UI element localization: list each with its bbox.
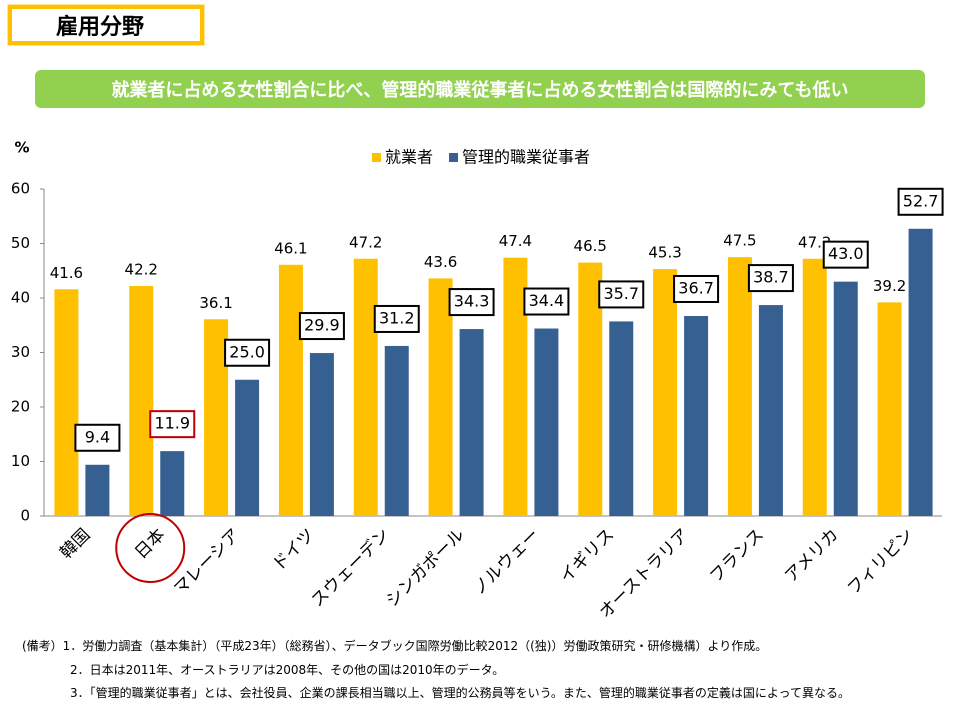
value-label: 43.6 [424, 253, 457, 271]
x-tick-label: 韓国 [56, 525, 94, 563]
bar [54, 289, 79, 516]
value-label-box [373, 304, 420, 333]
bar [428, 278, 453, 516]
value-label: 41.6 [50, 264, 83, 282]
x-tick-label: スウェーデン [307, 524, 394, 611]
bar [278, 264, 303, 516]
value-label: 43.0 [828, 244, 864, 263]
value-label: 34.4 [529, 291, 565, 310]
legend-label: 管理的職業従事者 [462, 148, 590, 167]
value-label: 39.2 [873, 277, 906, 295]
x-tick-label: イギリス [556, 525, 618, 587]
bar [609, 321, 634, 516]
legend-swatch [372, 153, 381, 162]
section-title: 雇用分野 [7, 4, 205, 46]
bar [802, 258, 827, 516]
value-label-box [673, 274, 720, 303]
legend-swatch [449, 153, 459, 162]
x-tick-label: 日本 [131, 525, 169, 563]
value-label: 47.4 [499, 232, 532, 250]
bar [459, 329, 484, 516]
y-tick-label: 10 [11, 452, 30, 470]
x-tick-label: シンガポール [382, 525, 468, 611]
value-label: 46.1 [274, 239, 307, 257]
value-label-box [149, 410, 196, 439]
value-label-box [224, 338, 271, 367]
value-label-box [897, 187, 944, 216]
x-tick-label: ドイツ [269, 525, 319, 575]
value-label: 42.2 [125, 261, 158, 279]
bar [503, 257, 528, 516]
bar [85, 464, 110, 516]
highlight-circle [115, 513, 186, 583]
y-tick-label: 50 [11, 234, 30, 252]
bar [309, 353, 334, 516]
note: 2．日本は2011年、オーストラリアは2008年、その他の国は2010年のデータ… [70, 662, 505, 677]
bar [160, 451, 185, 516]
value-label-box [747, 264, 794, 293]
value-label: 46.5 [574, 237, 607, 255]
subtitle: 就業者に占める女性割合に比べ、管理的職業従事者に占める女性割合は国際的にみても低… [35, 70, 925, 108]
value-label: 31.2 [379, 308, 415, 327]
y-tick-label: 0 [20, 507, 30, 525]
bar [758, 305, 783, 516]
bar [353, 258, 378, 516]
legend-label: 就業者 [385, 148, 433, 167]
value-label: 35.7 [603, 284, 639, 303]
y-tick-label: 40 [11, 289, 30, 307]
bar [727, 257, 752, 516]
value-label: 25.0 [229, 342, 265, 361]
x-tick-label: フィリピン [844, 525, 918, 599]
value-label: 47.5 [723, 232, 756, 250]
value-label-box [298, 312, 345, 341]
value-label: 36.1 [199, 294, 232, 312]
value-label: 52.7 [903, 191, 939, 210]
bar [877, 302, 902, 516]
value-label-box [523, 287, 570, 316]
bar [833, 281, 858, 516]
value-label-box [448, 288, 495, 317]
bar [235, 379, 260, 516]
y-tick-label: 30 [11, 343, 30, 361]
y-tick-label: 20 [11, 398, 30, 416]
value-label: 45.3 [648, 244, 681, 262]
chart: % 0 10 20 30 40 50 60 就業者 管理的職業従事者 41.6 9.4 韓国 42.2 1… [11, 139, 944, 623]
value-label: 29.9 [304, 316, 340, 335]
value-label: 36.7 [678, 278, 714, 297]
bar [908, 228, 933, 516]
value-label: 47.2 [349, 233, 382, 251]
y-tick-label: 60 [11, 180, 30, 198]
value-label-box [74, 423, 121, 452]
y-axis-label: % [14, 139, 29, 157]
value-label: 9.4 [85, 427, 110, 446]
bar [384, 345, 409, 516]
note: (備考）1．労働力調査（基本集計）（平成23年）（総務省）、データブック国際労働… [22, 639, 768, 653]
value-label: 34.3 [454, 292, 490, 311]
notes: (備考）1．労働力調査（基本集計）（平成23年）（総務省）、データブック国際労働… [22, 635, 850, 706]
bar [653, 269, 678, 516]
value-label: 11.9 [154, 414, 190, 433]
bar [129, 286, 154, 516]
value-label: 38.7 [753, 268, 789, 287]
note: 3．「管理的職業従事者」とは、会社役員、企業の課長相当職以上、管理的公務員等をい… [70, 686, 850, 700]
bar [684, 315, 709, 516]
x-tick-label: フランス [706, 525, 768, 587]
bar [534, 328, 559, 516]
x-tick-label: ノルウェー [469, 525, 543, 599]
value-label-box [598, 280, 645, 309]
value-label-box [822, 240, 869, 269]
x-tick-label: アメリカ [781, 525, 843, 587]
